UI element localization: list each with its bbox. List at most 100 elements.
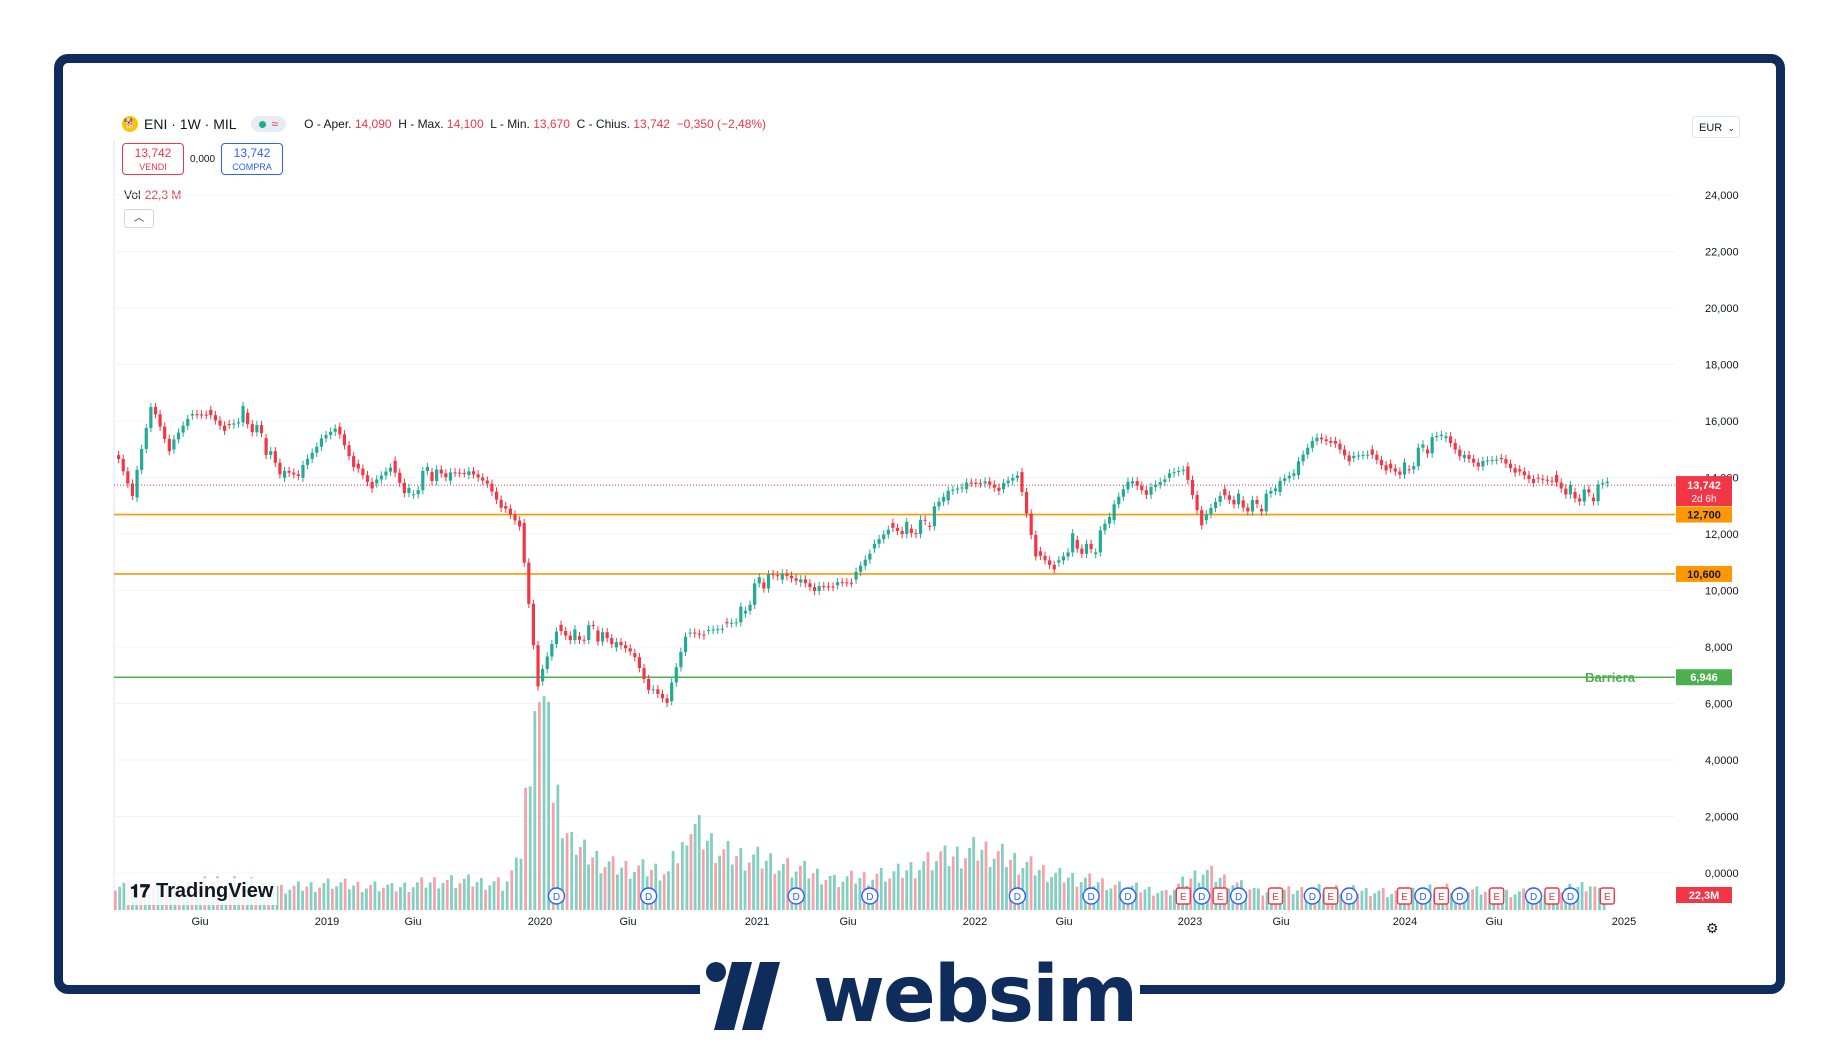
dividend-marker: [1414, 887, 1432, 905]
volume-bar: [407, 891, 411, 910]
candle-body: [840, 582, 844, 584]
candle-body: [854, 571, 858, 580]
candle-body: [1481, 460, 1485, 467]
candle-body: [656, 689, 660, 694]
candle-body: [541, 668, 545, 682]
volume-bar: [913, 878, 917, 910]
candle-body: [411, 494, 416, 496]
candle-body: [1038, 551, 1042, 556]
volume-bar: [1593, 886, 1597, 910]
volume-bar: [1156, 893, 1160, 910]
earnings-marker: [1175, 887, 1191, 905]
volume-badge: [1676, 887, 1732, 903]
candle-body: [1283, 478, 1287, 481]
earnings-marker-label: E: [1272, 892, 1279, 903]
volume-bar: [1193, 870, 1197, 910]
volume-bar: [964, 858, 967, 910]
volume-bar: [807, 878, 811, 910]
x-axis-label: Giu: [619, 916, 636, 928]
candle-body: [241, 405, 245, 423]
volume-bar: [1062, 882, 1066, 910]
candle-body: [130, 483, 135, 496]
candle-body: [831, 586, 835, 588]
volume-bar: [1041, 864, 1045, 910]
candle-body: [997, 487, 1001, 491]
candle-body: [946, 490, 950, 501]
candle-body: [1518, 469, 1522, 472]
candle-body: [679, 651, 683, 668]
market-status-pill[interactable]: ≈: [250, 116, 287, 132]
candle-body: [836, 582, 840, 586]
x-axis-labels: Giu 2019 Giu 2020 Giu 2021 Giu 2022 Giu 2023 Giu 20…: [191, 916, 1636, 928]
candle-body: [490, 483, 494, 492]
candle-body: [1448, 436, 1453, 443]
symbol-title[interactable]: ENI · 1W · MIL: [144, 116, 237, 132]
candle-body: [140, 448, 144, 470]
y-tick-label: 22,000: [1705, 247, 1739, 259]
candle-body: [1001, 483, 1006, 490]
candle-body: [1029, 513, 1033, 535]
candle-body: [167, 438, 171, 452]
candle-body: [227, 424, 231, 426]
sell-button[interactable]: 13,742 VENDI: [122, 143, 184, 175]
candle-body: [1052, 564, 1056, 570]
volume-bar: [428, 882, 432, 910]
volume-bar: [462, 878, 466, 910]
candle-body: [1236, 493, 1241, 505]
volume-bar: [1066, 877, 1070, 910]
volume-bar: [288, 889, 292, 910]
volume-bar: [654, 863, 658, 910]
candle-body: [1555, 474, 1559, 483]
collapse-legend-button[interactable]: ︿: [124, 209, 154, 228]
volume-bar: [1588, 886, 1592, 910]
buy-button[interactable]: 13,742 COMPRA: [221, 143, 284, 175]
earnings-marker: [1212, 887, 1228, 905]
volume-bar: [773, 874, 777, 910]
currency-select[interactable]: EUR ⌄: [1692, 116, 1740, 138]
volume-bar: [769, 853, 772, 910]
volume-bar: [1377, 890, 1381, 910]
candle-body: [1107, 516, 1112, 524]
dividend-marker-label: D: [1346, 892, 1353, 903]
candle-body: [1057, 560, 1061, 563]
candle-body: [905, 521, 909, 535]
candle-body: [338, 426, 342, 435]
candle-body: [1080, 548, 1084, 554]
candle-body: [352, 456, 356, 468]
candle-body: [1255, 499, 1259, 504]
candle-body: [582, 639, 586, 641]
chevron-up-icon: ︿: [134, 213, 144, 224]
low-label: L - Min.: [490, 117, 530, 131]
volume-bar: [1058, 867, 1062, 910]
candle-body: [1587, 489, 1591, 493]
volume-bar: [781, 864, 785, 910]
candle-body: [683, 636, 688, 652]
volume-bar: [326, 878, 330, 910]
volume-bar: [330, 888, 334, 910]
candle-body: [826, 586, 830, 588]
candle-body: [370, 481, 374, 489]
volume-bar: [850, 870, 853, 910]
volume-bar: [335, 886, 339, 910]
volume-bar: [620, 867, 624, 910]
y-tick-label: 10,000: [1705, 586, 1739, 598]
candle-body: [301, 464, 305, 478]
candle-body: [568, 635, 572, 641]
candle-body: [333, 428, 337, 432]
candle-body: [305, 458, 310, 465]
earnings-marker: [1544, 887, 1560, 905]
x-axis-label: Giu: [1272, 916, 1289, 928]
volume-bar: [471, 886, 475, 910]
candle-body: [1472, 458, 1476, 463]
candle-body: [932, 506, 936, 527]
settings-gear-icon[interactable]: ⚙: [1706, 920, 1719, 936]
candle-body: [1379, 459, 1384, 466]
candle-body: [1278, 480, 1282, 492]
candle-body: [725, 621, 729, 624]
candle-body: [393, 460, 397, 473]
volume-bar: [641, 859, 645, 910]
candle-body: [536, 645, 540, 687]
candle-body: [748, 604, 752, 611]
